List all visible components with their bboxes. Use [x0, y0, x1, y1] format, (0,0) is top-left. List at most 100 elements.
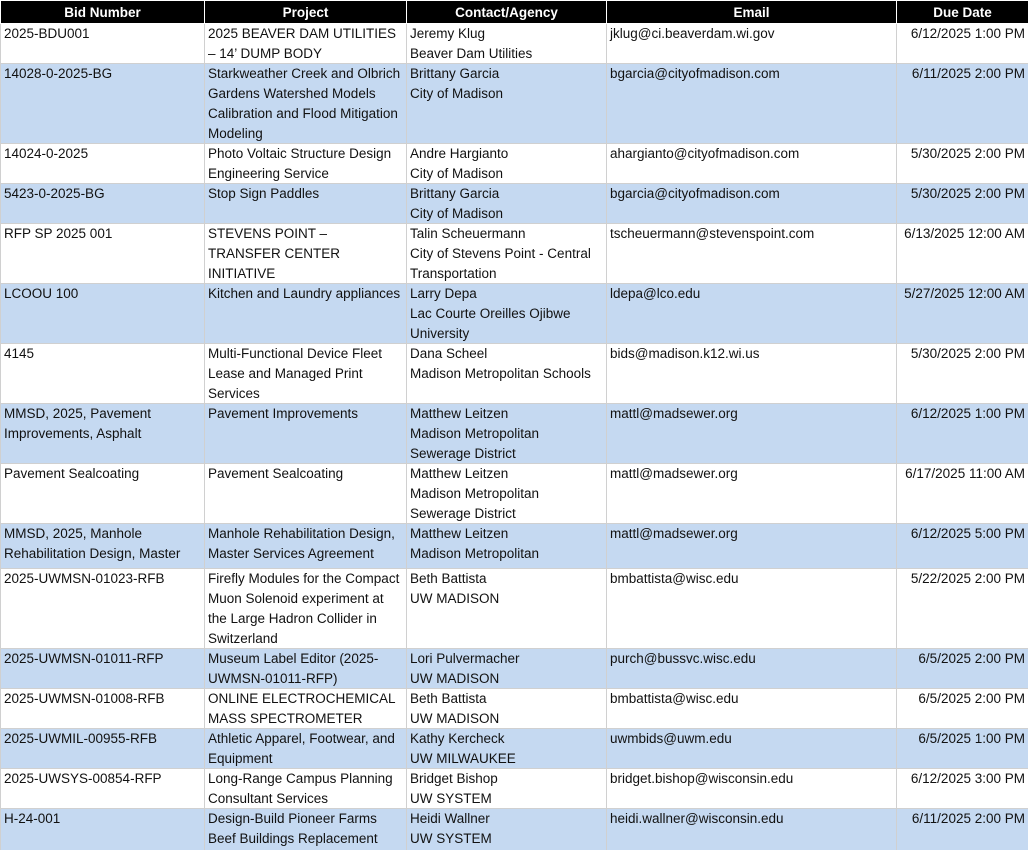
agency-text: City of Madison: [410, 86, 504, 101]
table-cell: Pavement Improvements: [204, 403, 407, 464]
agency-text: UW SYSTEM ADMINISTRATION: [410, 831, 492, 846]
cell-content: 6/5/2025 1:00 PM: [897, 729, 1028, 768]
cell-content: mattl@madsewer.org: [607, 524, 896, 568]
table-cell: 5/30/2025 2:00 PM: [896, 183, 1028, 224]
cell-content: Lori Pulvermacher UW MADISON: [407, 649, 606, 688]
cell-content: 14024-0-2025: [1, 144, 204, 183]
email-text: bmbattista@wisc.edu: [610, 691, 739, 706]
table-cell: Stop Sign Paddles: [204, 183, 407, 224]
project-text: ONLINE ELECTROCHEMICAL MASS SPECTROMETER: [208, 691, 396, 726]
due-text: 5/30/2025 2:00 PM: [910, 346, 1025, 361]
due-text: 6/5/2025 2:00 PM: [918, 651, 1025, 666]
project-text: Museum Label Editor (2025-UWMSN-01011-RF…: [208, 651, 379, 686]
bid-text: MMSD, 2025, Manhole Rehabilitation Desig…: [4, 526, 181, 561]
cell-content: H-24-001: [1, 809, 204, 850]
contact-text: Brittany Garcia: [410, 186, 500, 201]
table-cell: bgarcia@cityofmadison.com: [606, 183, 897, 224]
cell-content: Pavement Sealcoating: [1, 464, 204, 523]
table-cell: 6/13/2025 12:00 AM: [896, 223, 1028, 284]
column-header: Email: [606, 0, 897, 24]
table-cell: 6/12/2025 1:00 PM: [896, 23, 1028, 64]
table-cell: Talin Scheuermann City of Stevens Point -…: [406, 223, 607, 284]
table-cell: Matthew Leitzen Madison Metropolitan Sewe…: [406, 403, 607, 464]
cell-content: 6/11/2025 2:00 PM: [897, 809, 1028, 850]
table-cell: STEVENS POINT – TRANSFER CENTER INITIATI…: [204, 223, 407, 284]
cell-content: mattl@madsewer.org: [607, 404, 896, 463]
cell-content: mattl@madsewer.org: [607, 464, 896, 523]
cell-content: 14028-0-2025-BG: [1, 64, 204, 143]
due-text: 6/11/2025 2:00 PM: [911, 66, 1025, 81]
cell-content: 6/12/2025 1:00 PM: [897, 24, 1028, 63]
table-row: MMSD, 2025, Pavement Improvements, Aspha…: [0, 403, 1028, 464]
due-text: 5/30/2025 2:00 PM: [910, 186, 1025, 201]
table-cell: 6/12/2025 5:00 PM: [896, 523, 1028, 569]
table-cell: 14028-0-2025-BG: [0, 63, 205, 144]
due-text: 5/30/2025 2:00 PM: [910, 146, 1025, 161]
project-text: Pavement Sealcoating: [208, 466, 344, 481]
cell-content: RFP SP 2025 001: [1, 224, 204, 283]
agency-text: UW MADISON: [410, 711, 500, 726]
table-cell: 6/5/2025 2:00 PM: [896, 688, 1028, 729]
cell-content: 2025-UWMSN-01008-RFB: [1, 689, 204, 728]
project-text: Manhole Rehabilitation Design, Master Se…: [208, 526, 395, 561]
table-cell: 2025 BEAVER DAM UTILITIES – 14’ DUMP BOD…: [204, 23, 407, 64]
cell-content: 5/30/2025 2:00 PM: [897, 344, 1028, 403]
cell-content: 2025 BEAVER DAM UTILITIES – 14’ DUMP BOD…: [205, 24, 406, 63]
table-cell: 6/12/2025 3:00 PM: [896, 768, 1028, 809]
contact-text: Matthew Leitzen: [410, 526, 509, 541]
project-text: Design-Build Pioneer Farms Beef Building…: [208, 811, 378, 846]
table-row: 2025-UWMSN-01023-RFB Firefly Modules for …: [0, 568, 1028, 649]
column-header: Bid Number: [0, 0, 205, 24]
table-cell: Beth Battista UW MADISON: [406, 688, 607, 729]
cell-content: Beth Battista UW MADISON: [407, 569, 606, 648]
contact-text: Matthew Leitzen: [410, 466, 509, 481]
email-text: uwmbids@uwm.edu: [610, 731, 732, 746]
email-text: bgarcia@cityofmadison.com: [610, 186, 780, 201]
due-text: 6/17/2025 11:00 AM: [905, 466, 1025, 481]
cell-content: 5/27/2025 12:00 AM: [897, 284, 1028, 343]
table-cell: Matthew Leitzen Madison Metropolitan: [406, 523, 607, 569]
cell-content: Athletic Apparel, Footwear, and Equipmen…: [205, 729, 406, 768]
contact-text: Jeremy Klug: [410, 26, 486, 41]
cell-content: 6/5/2025 2:00 PM: [897, 689, 1028, 728]
cell-content: Brittany Garcia City of Madison: [407, 184, 606, 223]
agency-text: UW SYSTEM ADMINISTRATION: [410, 791, 492, 806]
cell-content: Photo Voltaic Structure Design Engineeri…: [205, 144, 406, 183]
table-cell: 2025-UWMIL-00955-RFB: [0, 728, 205, 769]
table-row: MMSD, 2025, Manhole Rehabilitation Desig…: [0, 523, 1028, 569]
table-cell: 6/5/2025 1:00 PM: [896, 728, 1028, 769]
cell-content: Beth Battista UW MADISON: [407, 689, 606, 728]
due-text: 6/5/2025 1:00 PM: [918, 731, 1025, 746]
email-text: bgarcia@cityofmadison.com: [610, 66, 780, 81]
cell-content: jklug@ci.beaverdam.wi.gov: [607, 24, 896, 63]
table-cell: jklug@ci.beaverdam.wi.gov: [606, 23, 897, 64]
table-cell: Beth Battista UW MADISON: [406, 568, 607, 649]
cell-content: Brittany Garcia City of Madison: [407, 64, 606, 143]
bid-text: 14028-0-2025-BG: [4, 66, 113, 81]
table-cell: 2025-UWMSN-01011-RFP: [0, 648, 205, 689]
cell-content: uwmbids@uwm.edu: [607, 729, 896, 768]
table-cell: LCOOU 100: [0, 283, 205, 344]
bid-text: Pavement Sealcoating: [4, 466, 140, 481]
bid-text: LCOOU 100: [4, 286, 79, 301]
cell-content: 2025-UWMSN-01011-RFP: [1, 649, 204, 688]
table-cell: MMSD, 2025, Manhole Rehabilitation Desig…: [0, 523, 205, 569]
table-cell: 5/30/2025 2:00 PM: [896, 343, 1028, 404]
cell-content: ONLINE ELECTROCHEMICAL MASS SPECTROMETER: [205, 689, 406, 728]
email-text: tscheuermann@stevenspoint.com: [610, 226, 815, 241]
cell-content: heidi.wallner@wisconsin.edu: [607, 809, 896, 850]
table-cell: Brittany Garcia City of Madison: [406, 183, 607, 224]
table-cell: 6/11/2025 2:00 PM: [896, 63, 1028, 144]
cell-content: 6/11/2025 2:00 PM: [897, 64, 1028, 143]
cell-content: Kathy Kercheck UW MILWAUKEE: [407, 729, 606, 768]
table-cell: H-24-001: [0, 808, 205, 850]
cell-content: Museum Label Editor (2025-UWMSN-01011-RF…: [205, 649, 406, 688]
table-cell: Larry Depa Lac Courte Oreilles Ojibwe Uni…: [406, 283, 607, 344]
cell-content: Heidi Wallner UW SYSTEM ADMINISTRATION: [407, 809, 606, 850]
cell-content: 5423-0-2025-BG: [1, 184, 204, 223]
bid-text: H-24-001: [4, 811, 61, 826]
table-cell: Multi-Functional Device Fleet Lease and …: [204, 343, 407, 404]
email-text: bridget.bishop@wisconsin.edu: [610, 771, 794, 786]
table-cell: Pavement Sealcoating: [0, 463, 205, 524]
